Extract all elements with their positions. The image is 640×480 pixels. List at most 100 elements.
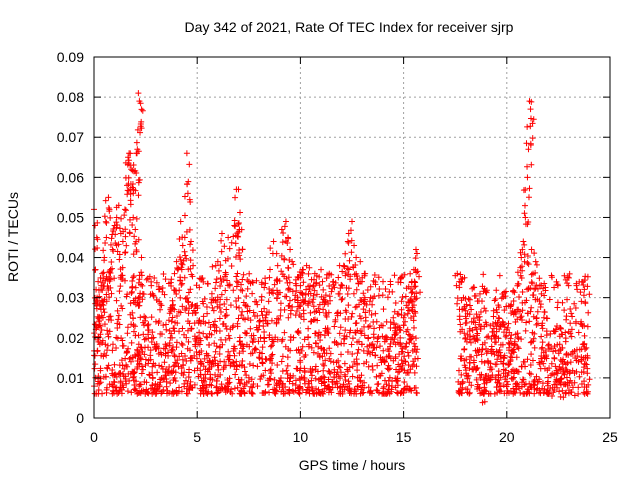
data-point bbox=[298, 269, 305, 276]
data-point bbox=[235, 250, 242, 257]
data-point bbox=[367, 351, 374, 358]
data-point bbox=[471, 284, 478, 291]
data-point bbox=[331, 366, 338, 373]
data-point bbox=[96, 322, 103, 329]
data-point bbox=[308, 377, 315, 384]
data-point bbox=[181, 248, 188, 255]
data-point bbox=[158, 351, 165, 358]
data-point bbox=[413, 390, 420, 397]
data-point bbox=[222, 287, 229, 294]
data-point bbox=[511, 338, 518, 345]
data-point bbox=[581, 378, 588, 385]
data-point bbox=[473, 376, 480, 383]
data-point bbox=[322, 310, 329, 317]
data-point bbox=[580, 282, 587, 289]
data-point bbox=[98, 297, 105, 304]
data-point bbox=[576, 373, 583, 380]
data-point bbox=[214, 362, 221, 369]
data-point bbox=[549, 393, 556, 400]
data-point bbox=[157, 300, 164, 307]
data-point bbox=[125, 187, 132, 194]
data-point bbox=[290, 261, 297, 268]
data-point bbox=[139, 282, 146, 289]
data-point bbox=[470, 333, 477, 340]
data-point bbox=[369, 340, 376, 347]
data-point bbox=[411, 278, 418, 285]
data-point bbox=[149, 375, 156, 382]
data-point bbox=[263, 309, 270, 316]
data-point bbox=[246, 270, 253, 277]
data-point bbox=[318, 380, 325, 387]
data-point bbox=[160, 322, 167, 329]
x-tick-label: 25 bbox=[602, 429, 618, 445]
data-point bbox=[226, 245, 233, 252]
data-point bbox=[129, 181, 136, 188]
data-point bbox=[310, 282, 317, 289]
data-point bbox=[307, 365, 314, 372]
data-point bbox=[179, 261, 186, 268]
data-point bbox=[372, 352, 379, 359]
data-point bbox=[224, 353, 231, 360]
data-point bbox=[132, 226, 139, 233]
data-point bbox=[365, 334, 372, 341]
data-point bbox=[301, 369, 308, 376]
data-point bbox=[553, 278, 560, 285]
data-point bbox=[132, 240, 139, 247]
data-point bbox=[534, 296, 541, 303]
data-point bbox=[412, 279, 419, 286]
data-point bbox=[557, 376, 564, 383]
data-point bbox=[91, 321, 98, 328]
data-point bbox=[539, 358, 546, 365]
data-point bbox=[306, 298, 313, 305]
data-point bbox=[476, 290, 483, 297]
data-point bbox=[223, 312, 230, 319]
data-point bbox=[157, 306, 164, 313]
data-point bbox=[264, 320, 271, 327]
data-point bbox=[398, 343, 405, 350]
data-point bbox=[402, 358, 409, 365]
data-point bbox=[536, 275, 543, 282]
data-point bbox=[455, 389, 462, 396]
data-point bbox=[123, 362, 130, 369]
data-point bbox=[237, 209, 244, 216]
data-point bbox=[176, 384, 183, 391]
data-point bbox=[409, 333, 416, 340]
data-point bbox=[112, 384, 119, 391]
data-point bbox=[567, 359, 574, 366]
data-point bbox=[368, 390, 375, 397]
data-point bbox=[277, 374, 284, 381]
data-point bbox=[404, 326, 411, 333]
data-point bbox=[526, 370, 533, 377]
data-point bbox=[134, 365, 141, 372]
data-point bbox=[204, 280, 211, 287]
data-point bbox=[133, 387, 140, 394]
data-point bbox=[266, 285, 273, 292]
data-point bbox=[409, 289, 416, 296]
data-point bbox=[118, 357, 125, 364]
data-point bbox=[253, 324, 260, 331]
data-point bbox=[401, 379, 408, 386]
data-point bbox=[236, 380, 243, 387]
data-point bbox=[186, 161, 193, 168]
data-point bbox=[518, 313, 525, 320]
data-point bbox=[176, 236, 183, 243]
data-point bbox=[265, 298, 272, 305]
data-point bbox=[392, 375, 399, 382]
data-point bbox=[140, 291, 147, 298]
data-point bbox=[322, 357, 329, 364]
data-point bbox=[541, 309, 548, 316]
data-point bbox=[130, 370, 137, 377]
data-point bbox=[482, 387, 489, 394]
data-point bbox=[316, 309, 323, 316]
data-point bbox=[472, 292, 479, 299]
data-point bbox=[407, 270, 414, 277]
data-point bbox=[135, 236, 142, 243]
data-point bbox=[406, 307, 413, 314]
data-point bbox=[237, 256, 244, 263]
data-point bbox=[121, 249, 128, 256]
data-point bbox=[217, 283, 224, 290]
data-point bbox=[529, 135, 536, 142]
data-point bbox=[244, 308, 251, 315]
data-point bbox=[530, 291, 537, 298]
data-point bbox=[235, 221, 242, 228]
